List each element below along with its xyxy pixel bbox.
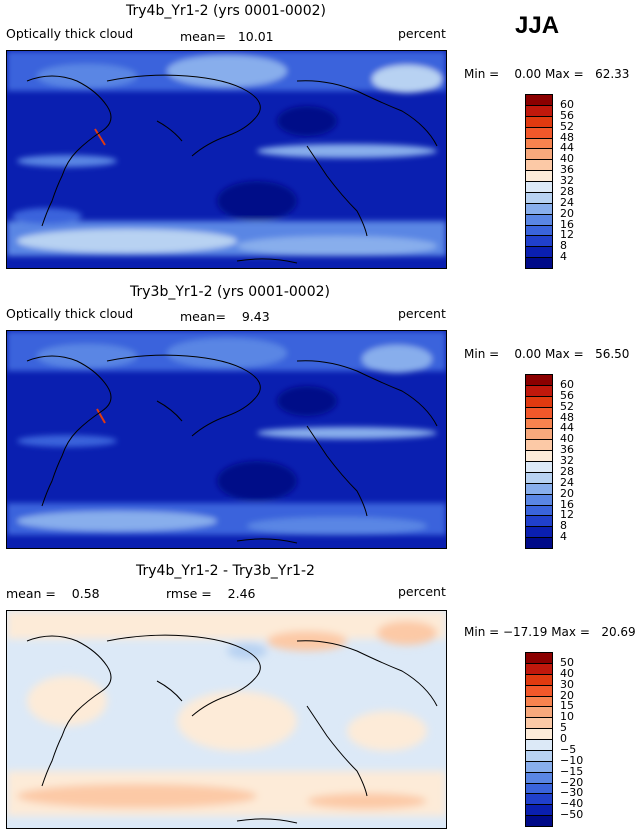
colorbar-tick-label: −40 (560, 797, 584, 811)
colorbar-tick-label: −20 (560, 775, 584, 789)
colorbar-tick-label: 5 (560, 721, 567, 735)
colorbar-swatch (525, 257, 553, 269)
colorbar-tick-label: 36 (560, 163, 574, 177)
colorbar-tick-label: 20 (560, 486, 574, 500)
colorbar-tick-label: 28 (560, 464, 574, 478)
panel2-minmax-label: Min = 0.00 Max = 56.50 (464, 347, 630, 361)
colorbar-tick-label: 20 (560, 206, 574, 220)
colorbar-tick-label: −10 (560, 753, 584, 767)
colorbar-tick-label: −15 (560, 764, 584, 778)
colorbar-tick-label: 20 (560, 688, 574, 702)
colorbar-tick-label: 10 (560, 710, 574, 724)
colorbar-tick-label: 50 (560, 655, 574, 669)
colorbar-tick-label: 52 (560, 119, 574, 133)
colorbar-swatch (525, 815, 553, 827)
colorbar-tick-label: 44 (560, 141, 574, 155)
colorbar-tick-label: 48 (560, 130, 574, 144)
colorbar-swatch (525, 537, 553, 549)
colorbar-tick-label: 48 (560, 410, 574, 424)
panel1-map (6, 50, 447, 269)
season-label: JJA (515, 12, 560, 39)
panel2-colorbar: 60 56 52 48 44 40 36 32 28 24 20 16 12 8 4 (525, 374, 574, 549)
colorbar-tick-label: 56 (560, 108, 574, 122)
colorbar-tick-label: 36 (560, 443, 574, 457)
colorbar-tick-label: 30 (560, 677, 574, 691)
colorbar-tick-label: 60 (560, 97, 574, 111)
colorbar-tick-label: 52 (560, 399, 574, 413)
panel3-title: Try4b_Yr1-2 - Try3b_Yr1-2 (136, 563, 315, 579)
colorbar-tick-label: 8 (560, 519, 567, 533)
panel1-title: Try4b_Yr1-2 (yrs 0001-0002) (126, 3, 326, 19)
panel1-colorbar: 60 56 52 48 44 40 36 32 28 24 20 16 12 8 4 (525, 94, 574, 269)
colorbar-tick-label: 32 (560, 174, 574, 187)
colorbar-tick-label: 16 (560, 497, 574, 511)
panel3-colorbar: 50 40 30 20 15 10 5 0 −5 −10 −15 −20 −30 −40 −50 (525, 652, 583, 827)
colorbar-tick-label: 28 (560, 184, 574, 198)
panel2-map (6, 330, 447, 549)
colorbar-tick-label: 56 (560, 388, 574, 402)
colorbar-tick-label: 15 (560, 699, 574, 713)
panel3-units-label: percent (398, 584, 446, 599)
panel3-minmax-label: Min = −17.19 Max = 20.69 (464, 625, 636, 639)
panel1-minmax-label: Min = 0.00 Max = 62.33 (464, 67, 630, 81)
colorbar-tick-label: 24 (560, 475, 574, 489)
colorbar-tick-label: 44 (560, 421, 574, 435)
colorbar-tick-label: −50 (560, 808, 584, 822)
colorbar-tick-label: 0 (560, 732, 567, 745)
colorbar-tick-label: 40 (560, 432, 574, 446)
colorbar-tick-label: 4 (560, 530, 567, 544)
panel1-variable-label: Optically thick cloud (6, 26, 134, 41)
panel2-units-label: percent (398, 306, 446, 321)
colorbar-tick-label: 4 (560, 250, 567, 264)
colorbar-tick-label: 12 (560, 228, 574, 242)
panel3-rmse-label: rmse = 2.46 (166, 586, 256, 601)
colorbar-tick-label: −5 (560, 742, 577, 756)
colorbar-tick-label: 24 (560, 195, 574, 209)
panel2-title: Try3b_Yr1-2 (yrs 0001-0002) (130, 284, 330, 300)
colorbar-tick-label: 60 (560, 377, 574, 391)
colorbar-tick-label: 16 (560, 217, 574, 231)
panel2-mean-label: mean= 9.43 (180, 309, 270, 324)
panel3-map (6, 610, 447, 829)
colorbar-tick-label: 12 (560, 508, 574, 522)
panel1-units-label: percent (398, 26, 446, 41)
colorbar-tick-label: 32 (560, 454, 574, 467)
colorbar-tick-label: 40 (560, 666, 574, 680)
panel3-mean-label: mean = 0.58 (6, 586, 100, 601)
colorbar-tick-label: −30 (560, 786, 584, 800)
colorbar-tick-label: 40 (560, 152, 574, 166)
panel2-variable-label: Optically thick cloud (6, 306, 134, 321)
panel1-mean-label: mean= 10.01 (180, 29, 274, 44)
colorbar-tick-label: 8 (560, 239, 567, 253)
